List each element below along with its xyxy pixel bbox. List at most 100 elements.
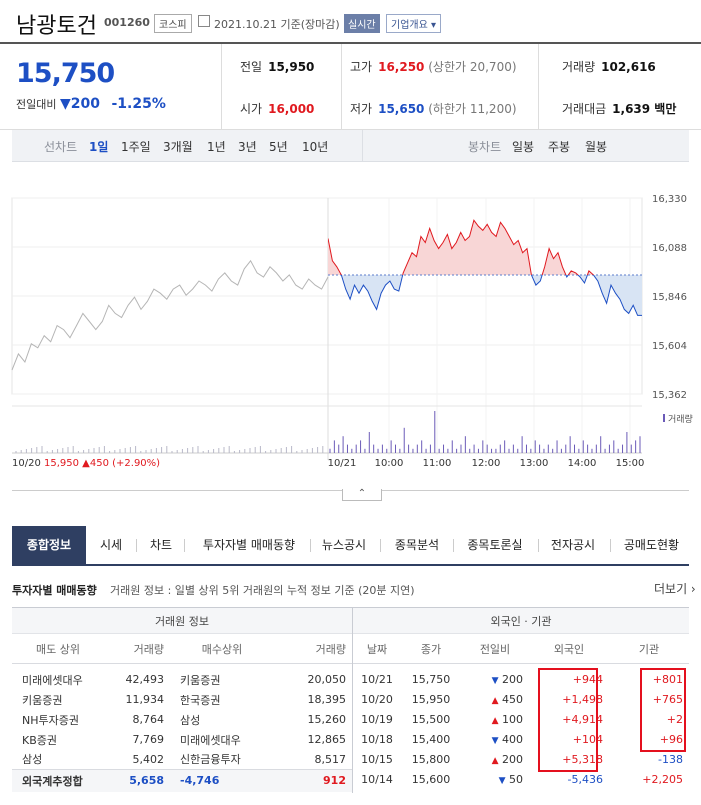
prev-day-line (11, 259, 329, 371)
column-header: 기관 (609, 633, 689, 664)
x-tick-label: 11:00 (423, 458, 452, 469)
collapse-chart-button[interactable]: ⌃ (342, 489, 382, 501)
up-area-fill (328, 220, 642, 275)
tab-overview[interactable]: 종합정보 (12, 526, 86, 564)
today-line-down (340, 274, 642, 316)
divider (341, 44, 342, 130)
up-arrow-icon: ▲ (491, 756, 499, 766)
divider (610, 539, 611, 552)
table-group-header: 거래원 정보 (12, 607, 352, 634)
period-10y[interactable]: 10년 (302, 140, 329, 154)
table-row: 미래에셋대우 42,493 키움증권 20,050 (22, 673, 346, 687)
table-row: 키움증권 11,934 한국증권 18,395 (22, 693, 346, 707)
change-rate: -1.25% (111, 96, 166, 112)
price-summary: 15,750 전일대비 ▼200 -1.25% 전일 15,950 고가 16,25… (0, 44, 701, 130)
chart-period-bar: 선차트 1일 1주일 3개월 1년 3년 5년 10년 봉차트 일봉 주봉 월봉 (12, 130, 689, 162)
tab-analysis[interactable]: 종목분석 (394, 538, 440, 552)
tab-discussion[interactable]: 종목토론실 (467, 538, 523, 552)
y-tick-label: 15,604 (652, 341, 687, 352)
change-value: 200 (70, 96, 100, 112)
divider (538, 539, 539, 552)
candle-weekly[interactable]: 주봉 (548, 140, 571, 154)
section-title: 투자자별 매매동향 (12, 584, 97, 597)
stock-code: 001260 (104, 16, 150, 29)
more-link[interactable]: 더보기 › (654, 582, 696, 596)
tab-quote[interactable]: 시세 (99, 538, 123, 552)
period-3m[interactable]: 3개월 (163, 140, 193, 154)
table-group-header: 외국인 · 기관 (353, 607, 689, 634)
table-row: KB증권 7,769 미래에셋대우 12,865 (22, 733, 346, 747)
price-info-grid: 전일 15,950 고가 16,250 (상한가 20,700) 거래량 102,61… (222, 44, 701, 130)
period-1d[interactable]: 1일 (89, 140, 109, 154)
candle-chart-label: 봉차트 (468, 140, 502, 154)
y-tick-label: 16,088 (652, 243, 687, 254)
table-row: 10/19 15,500 ▲ 100 +4,914 +2 (361, 713, 683, 726)
stock-header: 남광토건 001260 코스피 2021.10.21 기준(장마감) 실시간 기… (0, 0, 701, 44)
table-row: 10/14 15,600 ▼ 50 -5,436 +2,205 (361, 773, 683, 786)
period-3y[interactable]: 3년 (238, 140, 257, 154)
x-tick-label: 14:00 (568, 458, 597, 469)
down-arrow-icon: ▼ (59, 96, 71, 112)
divider (184, 539, 185, 552)
column-header: 전일비 (461, 633, 529, 664)
institution-highlight-box (640, 668, 686, 752)
table-row: 10/20 15,950 ▲ 450 +1,498 +765 (361, 693, 683, 706)
trade-amount: 거래대금 1,639 백만 (562, 102, 677, 116)
divider (380, 539, 381, 552)
trade-volume: 거래량 102,616 (562, 60, 656, 74)
prev-day-date: 10/20 (12, 458, 44, 469)
tab-investor-trend[interactable]: 투자자별 매매동향 (202, 538, 296, 552)
prev-day-close: 15,950 ▲450 (+2.90%) (44, 458, 160, 469)
current-price: 15,750 (16, 58, 115, 89)
period-5y[interactable]: 5년 (269, 140, 288, 154)
up-arrow-icon: ▲ (491, 716, 499, 726)
stock-name: 남광토건 (16, 14, 97, 39)
column-header: 외국인 (529, 633, 609, 664)
divider (310, 539, 311, 552)
realtime-button[interactable]: 실시간 (344, 14, 380, 33)
main-tabs: 종합정보 시세 차트 투자자별 매매동향 뉴스공시 종목분석 종목토론실 전자공… (12, 526, 689, 566)
volume-legend-swatch (663, 414, 665, 422)
candle-daily[interactable]: 일봉 (512, 140, 535, 154)
down-arrow-icon: ▼ (498, 776, 506, 786)
y-tick-label: 15,846 (652, 292, 687, 303)
x-tick-label: 15:00 (616, 458, 645, 469)
column-header: 매수상위 (170, 633, 274, 664)
high-price: 고가 16,250 (상한가 20,700) (350, 60, 517, 74)
tab-short-selling[interactable]: 공매도현황 (623, 538, 680, 552)
column-header: 거래량 (104, 633, 170, 664)
line-chart-label: 선차트 (44, 140, 78, 154)
intraday-price-chart: 16,330 16,088 15,846 15,604 15,362 거래량 10/21 10… (11, 194, 693, 469)
table-row: 10/18 15,400 ▼ 400 +104 +96 (361, 733, 683, 746)
quote-date: 2021.10.21 기준(장마감) (214, 18, 340, 31)
period-1y[interactable]: 1년 (207, 140, 226, 154)
table-row: 10/15 15,800 ▲ 200 +5,318 -138 (361, 753, 683, 766)
down-area-fill (341, 274, 642, 316)
divider (538, 44, 539, 130)
prev-close: 전일 15,950 (240, 60, 315, 74)
foreign-institution-table: 외국인 · 기관 날짜 종가 전일비 외국인 기관 10/21 15,750 ▼ 2… (353, 607, 689, 790)
table-row: NH투자증권 8,764 삼성 15,260 (22, 713, 346, 727)
today-line-up (328, 219, 595, 275)
column-header: 종가 (401, 633, 461, 664)
tab-disclosure[interactable]: 전자공시 (550, 538, 596, 552)
section-description: 거래원 정보 : 일별 상위 5위 거래원의 누적 정보 기준 (20분 지연) (110, 584, 415, 597)
tab-news[interactable]: 뉴스공시 (321, 538, 367, 552)
x-tick-label: 10/21 (328, 458, 357, 469)
period-1w[interactable]: 1주일 (121, 140, 151, 154)
volume-legend-label: 거래량 (668, 413, 693, 425)
broker-table: 거래원 정보 매도 상위 거래량 매수상위 거래량 미래에셋대우 42,493 키움… (12, 607, 352, 792)
open-price: 시가 16,000 (240, 102, 315, 116)
current-price-box: 15,750 전일대비 ▼200 -1.25% (0, 44, 222, 130)
candle-monthly[interactable]: 월봉 (585, 140, 608, 154)
change-label: 전일대비 (16, 98, 57, 111)
company-overview-dropdown[interactable]: 기업개요 ▾ (386, 14, 441, 33)
divider (352, 607, 353, 793)
low-price: 저가 15,650 (하한가 11,200) (350, 102, 517, 116)
price-change: 전일대비 ▼200 -1.25% (16, 96, 166, 112)
column-header: 매도 상위 (12, 633, 104, 664)
x-tick-label: 12:00 (472, 458, 501, 469)
down-arrow-icon: ▼ (491, 676, 499, 686)
tab-chart[interactable]: 차트 (149, 538, 173, 552)
column-header: 날짜 (353, 633, 401, 664)
